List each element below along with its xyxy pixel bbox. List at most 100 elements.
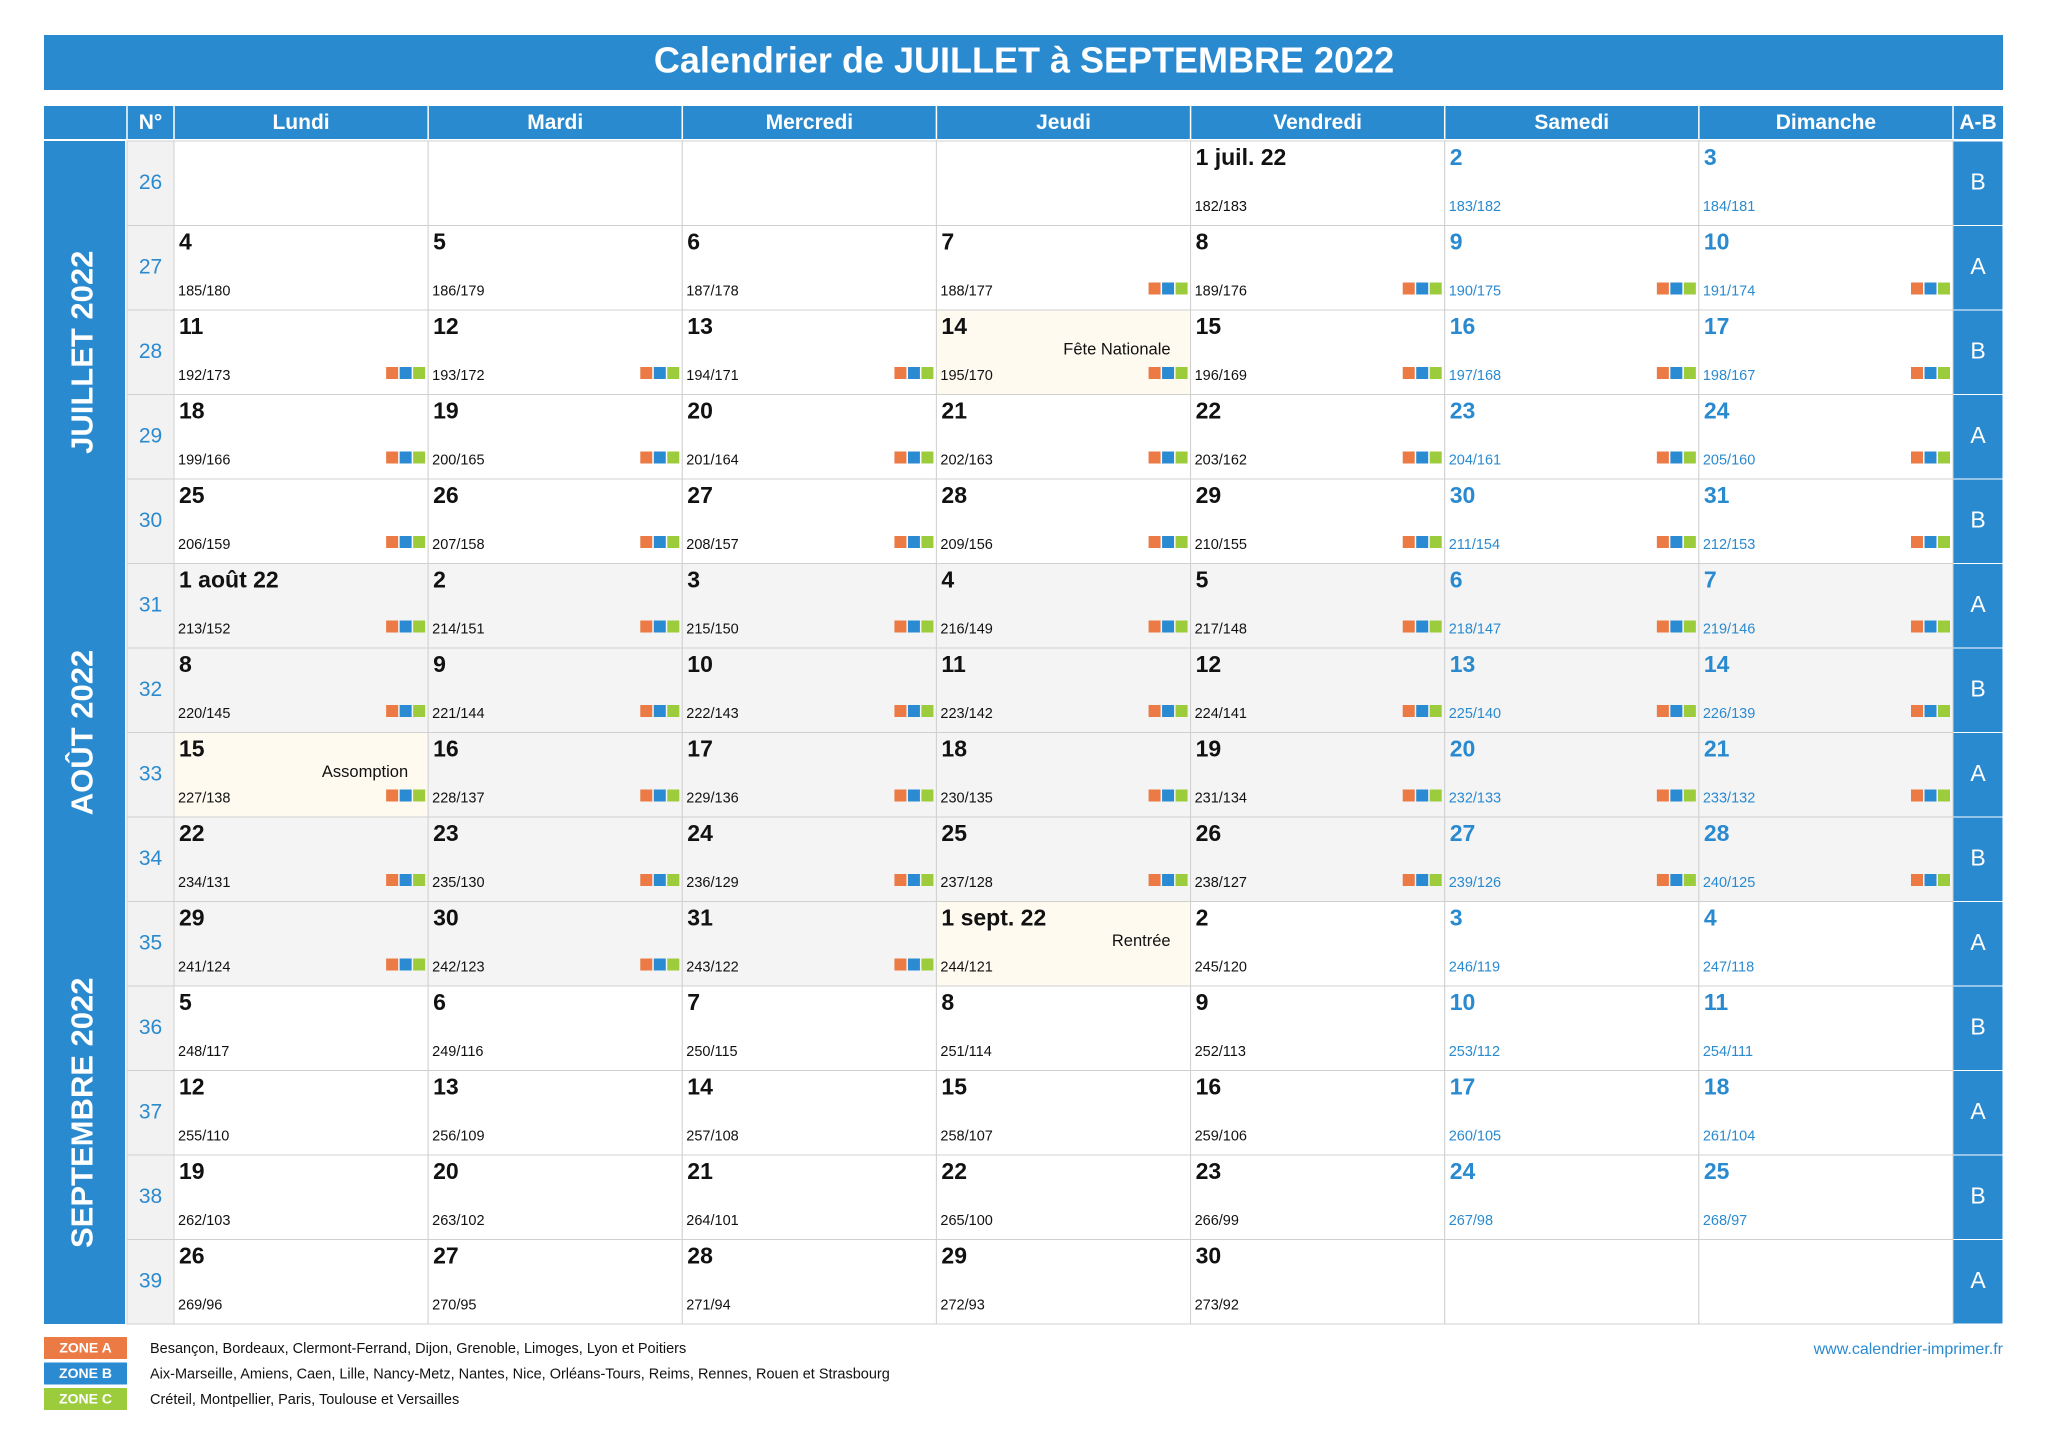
zone-square [413,705,426,717]
url[interactable]: www.calendrier-imprimer.fr [1813,1341,2004,1358]
zone-square [1402,620,1415,633]
day-label: 31 [1704,482,1730,508]
zone-square [1402,451,1415,464]
day-count: 220/145 [178,706,230,722]
holiday-note: Fête Nationale [1063,340,1170,358]
day-cell [1444,647,1700,733]
zone-square [921,705,934,717]
day-count: 251/114 [940,1044,991,1060]
zone-square [386,451,399,464]
zone-square [1911,789,1923,802]
day-count: 229/136 [686,790,738,806]
zone-square [667,705,680,717]
day-label: 1 juil. 22 [1196,144,1287,170]
day-cell [935,647,1192,733]
zone-square [653,536,666,548]
zone-box [44,1362,127,1385]
day-cell [1190,225,1446,311]
day-label: 15 [1196,313,1222,339]
day-label: 12 [179,1074,205,1100]
zone-square [921,874,934,886]
day-label: 27 [1450,820,1476,846]
day-count: 271/94 [686,1297,730,1313]
day-cell [1698,394,1954,480]
ab-value: A [1970,1098,1986,1124]
day-label: 18 [179,398,205,424]
day-label: 6 [1450,567,1463,593]
zone-label: ZONE C [59,1391,112,1407]
ab-value: B [1970,1182,1985,1208]
zone-square [894,705,907,717]
zone-square [894,367,907,379]
day-label: 19 [433,398,459,424]
header-day: Vendredi [1273,111,1362,134]
day-label: 1 août 22 [179,567,279,593]
day-cell [935,478,1192,564]
zone-square [907,705,920,717]
week-number: 28 [139,340,162,363]
day-cell [1698,1239,1954,1325]
day-count: 237/128 [940,875,992,891]
day-cell [173,985,429,1071]
zone-label: ZONE A [59,1340,111,1356]
day-count: 211/154 [1449,537,1500,553]
day-label: 20 [433,1158,459,1184]
day-count: 182/183 [1195,199,1247,215]
day-label: 28 [941,482,967,508]
week-number: 27 [139,255,162,278]
zone-square [1148,874,1161,886]
day-cell [173,478,429,564]
day-count: 259/106 [1195,1128,1247,1144]
day-label: 23 [433,820,459,846]
day-label: 14 [1704,651,1730,677]
zone-square [653,620,666,633]
day-cell [173,140,429,226]
day-cell [935,563,1192,649]
day-count: 188/177 [940,283,992,299]
day-label: 8 [941,989,954,1015]
zone-square [386,705,399,717]
ab-value: B [1970,506,1985,532]
day-cell [1190,563,1446,649]
day-label: 8 [1196,229,1209,255]
zone-square [1162,282,1175,295]
zone-square [1656,705,1669,717]
ab-cell [1952,563,2004,649]
day-label: 27 [433,1243,459,1269]
header-day: Mercredi [766,111,854,134]
week-number: 32 [139,678,162,701]
day-label: 11 [941,651,966,677]
day-cell [935,1239,1192,1325]
day-label: 28 [687,1243,713,1269]
month-label: AOÛT 2022 [64,650,100,815]
day-count: 210/155 [1195,537,1247,553]
zone-square [653,451,666,464]
day-cell [935,1154,1192,1240]
day-count: 260/105 [1449,1128,1501,1144]
day-count: 256/109 [432,1128,484,1144]
zone-square [1162,367,1175,379]
day-cell [1698,563,1954,649]
zone-square [386,874,399,886]
week-number: 33 [139,762,162,785]
ab-value: A [1970,929,1986,955]
zone-square [921,958,934,971]
day-count: 225/140 [1449,706,1501,722]
zone-square [399,958,412,971]
week-number: 35 [139,931,162,954]
zone-square [1429,874,1442,886]
day-count: 257/108 [686,1128,738,1144]
week-number: 30 [139,509,162,532]
day-count: 272/93 [940,1297,984,1313]
day-count: 263/102 [432,1213,484,1229]
zone-square [413,874,426,886]
day-label: 21 [941,398,967,424]
day-label: 1 sept. 22 [941,905,1046,931]
day-count: 202/163 [940,452,992,468]
week-number-cell [126,394,175,480]
zone-square [1938,874,1950,886]
day-label: 5 [1196,567,1209,593]
day-count: 208/157 [686,537,738,553]
day-count: 266/99 [1195,1213,1239,1229]
